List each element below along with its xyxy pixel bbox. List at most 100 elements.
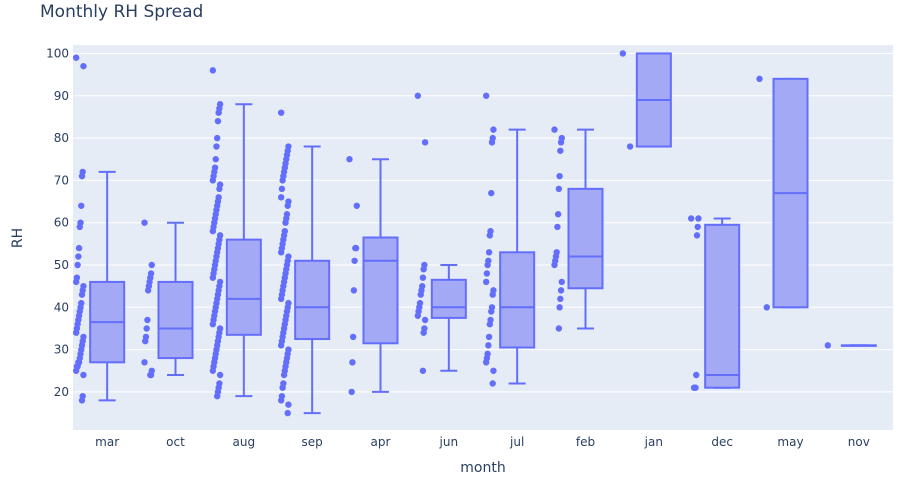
data-point bbox=[76, 223, 84, 231]
data-point bbox=[488, 139, 496, 146]
data-point bbox=[556, 172, 563, 180]
data-point bbox=[557, 295, 564, 303]
y-tick-labels: 20 30 40 50 60 70 80 90 100 bbox=[46, 46, 69, 398]
data-point bbox=[485, 342, 492, 349]
x-tick-label: jun bbox=[439, 435, 459, 449]
data-point bbox=[486, 321, 494, 328]
data-point bbox=[80, 371, 87, 379]
data-point bbox=[212, 156, 219, 163]
data-point bbox=[554, 211, 562, 218]
x-tick-label: feb bbox=[576, 435, 595, 449]
boxes-group bbox=[72, 50, 877, 417]
data-point bbox=[72, 367, 80, 374]
data-point bbox=[346, 156, 353, 163]
data-point bbox=[482, 92, 490, 99]
data-point bbox=[277, 109, 285, 116]
data-point bbox=[75, 253, 82, 260]
data-point bbox=[78, 397, 86, 404]
data-point bbox=[72, 278, 80, 286]
data-point bbox=[483, 270, 491, 277]
x-tick-label: apr bbox=[371, 435, 391, 449]
data-point bbox=[141, 219, 148, 226]
data-point bbox=[215, 109, 222, 116]
data-point bbox=[277, 194, 285, 201]
data-point bbox=[486, 232, 494, 239]
data-point bbox=[490, 367, 497, 374]
data-point bbox=[557, 287, 565, 294]
x-tick-label: oct bbox=[166, 435, 185, 449]
data-point bbox=[213, 392, 221, 400]
data-point bbox=[72, 54, 80, 61]
data-point bbox=[280, 371, 288, 379]
data-point bbox=[277, 249, 285, 256]
data-point bbox=[417, 291, 424, 298]
box-sep bbox=[277, 109, 331, 417]
data-point bbox=[555, 325, 563, 332]
y-tick-label: 100 bbox=[46, 46, 69, 60]
data-point bbox=[554, 223, 561, 231]
data-point bbox=[482, 278, 490, 286]
data-point bbox=[490, 126, 497, 133]
data-point bbox=[694, 223, 701, 231]
data-point bbox=[687, 215, 695, 222]
x-tick-label: jan bbox=[644, 435, 663, 449]
data-point bbox=[421, 316, 429, 324]
iqr-box bbox=[225, 238, 262, 336]
data-point bbox=[763, 304, 770, 311]
x-tick-labels: mar oct aug sep apr jun jul feb jan dec may nov bbox=[95, 435, 870, 449]
data-point bbox=[277, 342, 285, 349]
data-point bbox=[277, 295, 285, 303]
iqr-box bbox=[567, 187, 604, 290]
data-point bbox=[551, 261, 558, 269]
data-point bbox=[349, 359, 356, 366]
y-tick-label: 70 bbox=[54, 173, 69, 187]
data-point bbox=[489, 380, 496, 387]
data-point bbox=[414, 92, 422, 99]
data-point bbox=[488, 308, 495, 315]
data-point bbox=[78, 172, 86, 180]
data-point bbox=[213, 143, 220, 150]
data-point bbox=[349, 333, 357, 341]
data-point bbox=[695, 215, 702, 222]
data-point bbox=[352, 244, 359, 252]
data-point bbox=[209, 321, 217, 328]
x-tick-label: jul bbox=[509, 435, 524, 449]
data-point bbox=[74, 261, 81, 269]
data-point bbox=[148, 261, 155, 269]
data-point bbox=[551, 126, 558, 133]
y-tick-label: 30 bbox=[54, 343, 69, 357]
data-point bbox=[419, 274, 427, 281]
x-tick-label: sep bbox=[302, 435, 323, 449]
chart-title: Monthly RH Spread bbox=[40, 2, 203, 22]
data-point bbox=[350, 287, 358, 294]
box-jun bbox=[414, 92, 467, 374]
data-point bbox=[75, 244, 83, 252]
data-point bbox=[489, 291, 496, 298]
data-point bbox=[209, 367, 217, 374]
data-point bbox=[485, 333, 493, 341]
iqr-box bbox=[704, 223, 741, 389]
data-point bbox=[209, 274, 217, 281]
data-point bbox=[414, 312, 422, 319]
data-point bbox=[78, 291, 86, 298]
data-point bbox=[72, 329, 80, 336]
x-axis-title: month bbox=[460, 460, 505, 476]
data-point bbox=[216, 185, 223, 193]
data-point bbox=[78, 202, 85, 209]
data-point bbox=[144, 287, 152, 294]
x-tick-label: mar bbox=[95, 435, 119, 449]
data-point bbox=[209, 227, 217, 235]
x-tick-label: dec bbox=[711, 435, 733, 449]
data-point bbox=[348, 388, 355, 396]
data-point bbox=[557, 147, 564, 154]
y-tick-label: 20 bbox=[54, 385, 69, 399]
data-point bbox=[690, 384, 698, 391]
data-point bbox=[619, 50, 627, 57]
plot-area bbox=[73, 45, 893, 430]
data-point bbox=[421, 139, 429, 146]
x-tick-label: may bbox=[777, 435, 803, 449]
data-point bbox=[279, 177, 286, 184]
data-point bbox=[557, 139, 565, 146]
data-point bbox=[214, 117, 222, 125]
